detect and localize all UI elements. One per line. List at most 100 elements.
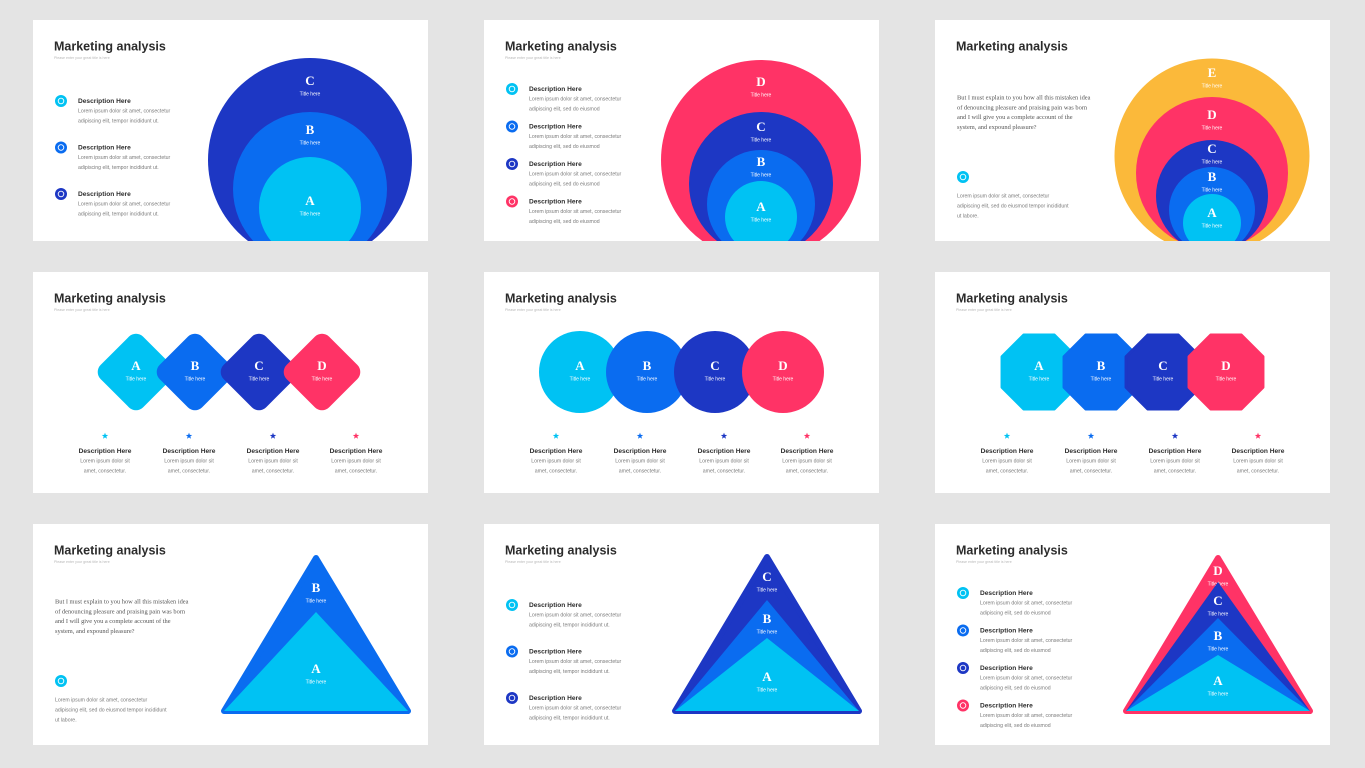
icon (506, 120, 518, 133)
item-text: Lorem ipsum dolor sit (1233, 458, 1283, 464)
diagram: A Title here B Title here C Title here D Title … (1000, 333, 1265, 411)
item-heading: Description Here (980, 627, 1033, 634)
item-heading: Description Here (529, 161, 582, 168)
icon-glyph (508, 648, 516, 655)
icon (55, 95, 67, 107)
item-text: Lorem ipsum dolor sit (164, 458, 214, 464)
shape-letter: A (305, 193, 315, 208)
shape-label: Title here (1208, 611, 1229, 617)
item-text: Lorem ipsum dolor sit amet, consectetur (980, 713, 1073, 719)
star (1003, 432, 1011, 439)
diamond (220, 333, 298, 411)
item-text: Lorem ipsum dolor sit (331, 458, 381, 464)
paragraph: and I will give you a complete account o… (957, 114, 1073, 121)
item-text: Lorem ipsum dolor sit (615, 458, 665, 464)
item-text: Lorem ipsum dolor sit (248, 458, 298, 464)
shape-label: Title here (312, 376, 333, 382)
shape-label: Title here (637, 376, 658, 382)
slide-subtitle: Please enter your great title is here (505, 308, 561, 312)
icon-glyph (508, 160, 516, 168)
icon-glyph (959, 173, 967, 181)
icon-glyph (57, 144, 65, 151)
shape-label: Title here (1029, 376, 1050, 382)
shape-letter: E (1208, 65, 1217, 80)
slide: Marketing analysis Please enter your grea… (33, 524, 428, 745)
slide-subtitle: Please enter your great title is here (54, 560, 110, 564)
shape-label: Title here (306, 598, 327, 604)
slide-title: Marketing analysis (505, 291, 617, 305)
shape-letter: C (254, 358, 263, 373)
shape-letter: C (1213, 593, 1222, 608)
shape-label: Title here (300, 91, 321, 97)
shape-label: Title here (300, 211, 321, 217)
shape-label: Title here (1153, 376, 1174, 382)
shape-label: Title here (751, 92, 772, 98)
shape-letter: A (1207, 205, 1217, 220)
shape-letter: B (1097, 358, 1106, 373)
star (1087, 432, 1095, 439)
slide-title: Marketing analysis (54, 291, 166, 305)
shape-label: Title here (300, 140, 321, 146)
item-text: Lorem ipsum dolor sit amet, consectetur (529, 659, 622, 665)
shape-label: Title here (1216, 376, 1237, 382)
item-heading: Description Here (1232, 448, 1285, 455)
item-text: Lorem ipsum dolor sit amet, consectetur (529, 705, 622, 711)
item-text: adipiscing elit, sed do eiusmod (980, 610, 1051, 616)
diamond (283, 333, 361, 411)
item-text: adipiscing elit, sed do eiusmod (529, 181, 600, 187)
item-text: Lorem ipsum dolor sit amet, consectetur (78, 155, 171, 161)
item-text: Lorem ipsum dolor sit (1066, 458, 1116, 464)
note-text: Lorem ipsum dolor sit amet, consectetur (55, 697, 148, 703)
paragraph: system, and expound pleasure? (55, 628, 135, 635)
badge (1062, 333, 1140, 411)
shape-label: Title here (1202, 125, 1223, 131)
paragraph: But I must explain to you how all this m… (55, 598, 189, 605)
item-text: amet, consectetur. (84, 468, 126, 474)
item-text: Lorem ipsum dolor sit (531, 458, 581, 464)
shape-letter: B (1208, 169, 1217, 184)
shape-label: Title here (705, 376, 726, 382)
item-heading: Description Here (78, 98, 131, 105)
shape-letter: D (1213, 563, 1222, 578)
star (269, 432, 277, 439)
diagram: A Title here B Title here C Title here D Title … (539, 331, 824, 413)
icon-glyph (508, 694, 516, 702)
icon-glyph (508, 198, 516, 205)
circle (539, 331, 621, 413)
item-heading: Description Here (698, 448, 751, 455)
shape-label: Title here (751, 137, 772, 143)
star (1254, 432, 1262, 439)
icon (506, 692, 518, 704)
item-heading: Description Here (330, 448, 383, 455)
slide: Marketing analysis Please enter your grea… (33, 20, 428, 241)
icon (506, 83, 518, 95)
shape-letter: C (710, 358, 719, 373)
icon-glyph (959, 702, 967, 709)
note-text: adipiscing elit, sed do eiusmod tempor i… (55, 707, 167, 713)
item-text: Lorem ipsum dolor sit amet, consectetur (78, 108, 171, 114)
shape-label: Title here (126, 376, 147, 382)
slide-title: Marketing analysis (505, 39, 617, 53)
note-text: ut labore. (957, 213, 979, 219)
badge (1000, 333, 1078, 411)
item-heading: Description Here (78, 191, 131, 198)
diagram: C Title here B Title here A Title here (208, 58, 412, 241)
slide: Marketing analysis Please enter your grea… (484, 524, 879, 745)
shape-letter: A (756, 199, 766, 214)
shape-label: Title here (1202, 159, 1223, 165)
item-heading: Description Here (79, 448, 132, 455)
shape-label: Title here (1202, 223, 1223, 229)
shape-label: Title here (1202, 83, 1223, 89)
item-text: Lorem ipsum dolor sit amet, consectetur (529, 171, 622, 177)
shape-label: Title here (249, 376, 270, 382)
icon (506, 645, 518, 658)
shape-label: Title here (306, 679, 327, 685)
shape-label: Title here (757, 587, 778, 593)
item-heading: Description Here (980, 590, 1033, 597)
badge (1124, 333, 1202, 411)
icon-glyph (57, 190, 65, 198)
shape-label: Title here (773, 376, 794, 382)
star (1171, 432, 1179, 439)
